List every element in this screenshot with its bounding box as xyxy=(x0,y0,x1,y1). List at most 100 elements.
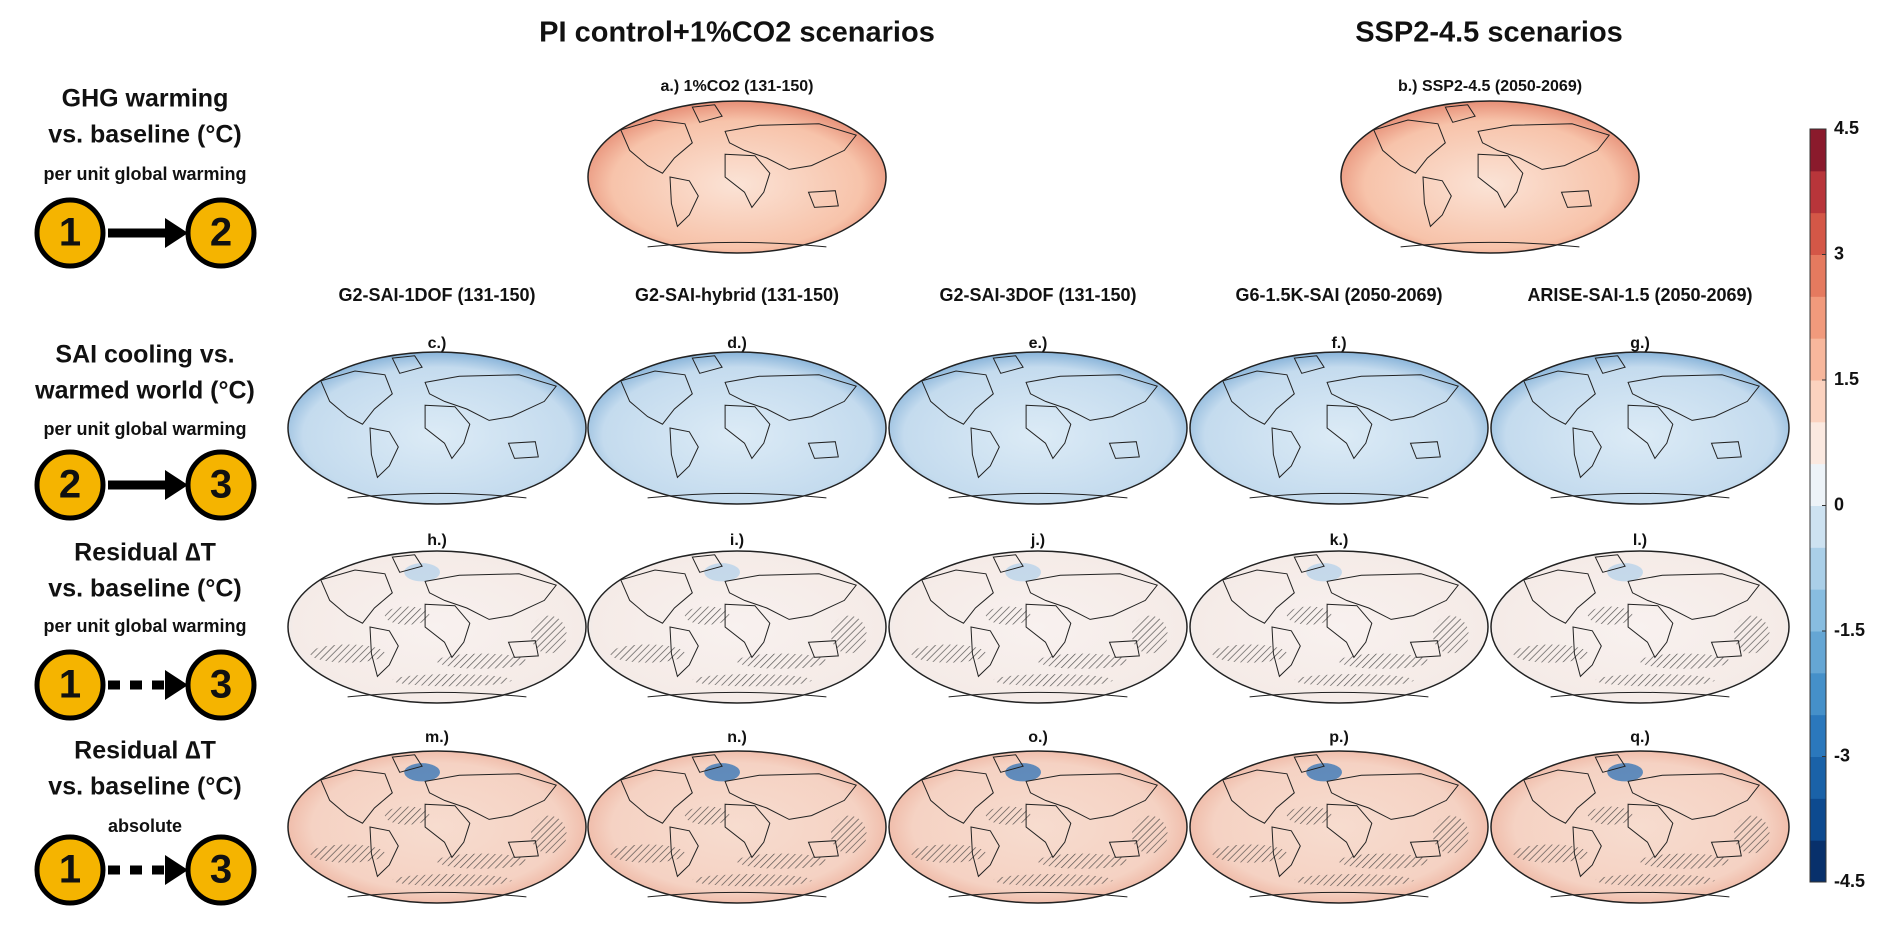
map xyxy=(1189,351,1489,505)
coastline xyxy=(1594,554,1626,573)
hatch xyxy=(737,853,827,869)
hatch xyxy=(384,806,430,825)
hatch xyxy=(1587,606,1633,625)
hatch xyxy=(684,806,730,825)
coastline xyxy=(1477,153,1524,209)
map xyxy=(1490,351,1790,505)
coastline xyxy=(1271,626,1301,678)
panel-label: h.) xyxy=(427,532,447,549)
coastline xyxy=(1444,104,1476,123)
coastline xyxy=(669,826,699,878)
hatch xyxy=(392,674,512,687)
step-circle xyxy=(185,834,257,906)
colorbar-step xyxy=(1810,296,1826,339)
coastline xyxy=(1326,374,1460,421)
map xyxy=(287,351,587,505)
panel-label: q.) xyxy=(1630,729,1650,746)
colorbar-tick-label: 3 xyxy=(1834,243,1844,263)
coastline xyxy=(620,769,693,824)
coastline xyxy=(807,190,839,208)
hatch xyxy=(1587,806,1633,825)
coastline xyxy=(970,427,1000,479)
hatch xyxy=(437,653,527,669)
hatch xyxy=(610,844,685,863)
colorbar-step xyxy=(1810,421,1826,465)
step-number: 1 xyxy=(59,848,81,892)
colorbar-step xyxy=(1810,798,1826,841)
panel-label: o.) xyxy=(1028,729,1048,746)
coastline xyxy=(1326,573,1460,620)
map-outline xyxy=(1490,750,1790,904)
coastline xyxy=(320,370,393,425)
coastline xyxy=(691,104,723,123)
coastline xyxy=(1422,176,1452,228)
coastline xyxy=(391,754,423,773)
coastline xyxy=(992,754,1024,773)
coastline xyxy=(807,640,839,658)
step-number: 1 xyxy=(59,211,81,255)
panel-label: g.) xyxy=(1630,335,1650,352)
map-outline xyxy=(287,550,587,704)
map-outline xyxy=(1189,750,1489,904)
colorbar-step xyxy=(1810,505,1826,548)
hatch xyxy=(1432,615,1469,654)
row-note: per unit global warming xyxy=(43,164,246,184)
coastline xyxy=(1477,123,1611,170)
colorbar-tick-label: 1.5 xyxy=(1834,369,1859,389)
hatch xyxy=(1212,844,1287,863)
step-circle xyxy=(185,649,257,721)
map xyxy=(287,550,587,704)
hatch xyxy=(1595,874,1715,887)
coastline xyxy=(724,153,771,209)
coastline xyxy=(1409,640,1441,658)
coastline xyxy=(320,569,393,624)
coastline xyxy=(1108,441,1140,459)
colorbar-step xyxy=(1810,463,1826,506)
hatch xyxy=(1294,874,1414,887)
map-field xyxy=(588,352,886,504)
hatch xyxy=(1339,653,1429,669)
coastline xyxy=(1627,573,1761,620)
row-title: Residual ∆T xyxy=(74,737,216,765)
hatch xyxy=(1513,644,1588,663)
hatch xyxy=(530,615,567,654)
coastline xyxy=(807,840,839,858)
hatch xyxy=(1038,853,1128,869)
colorbar-step xyxy=(1810,631,1826,674)
column-label: ARISE-SAI-1.5 (2050-2069) xyxy=(1527,285,1752,305)
coastline xyxy=(1627,374,1761,421)
row-title: vs. baseline (°C) xyxy=(48,773,241,801)
panel-label: e.) xyxy=(1029,335,1048,352)
arrow-head xyxy=(165,218,188,248)
step-number: 3 xyxy=(210,663,232,707)
coastline xyxy=(691,754,723,773)
coastline xyxy=(724,374,858,421)
hatch xyxy=(1131,615,1168,654)
colorbar-step xyxy=(1810,589,1826,632)
column-label: G2-SAI-hybrid (131-150) xyxy=(635,285,839,305)
north-anomaly xyxy=(704,763,740,782)
coastline xyxy=(1108,840,1140,858)
coastline xyxy=(1627,404,1674,460)
step-number: 2 xyxy=(210,211,232,255)
hatch xyxy=(1131,815,1168,854)
hatch xyxy=(1640,653,1730,669)
coastline xyxy=(1326,404,1373,460)
coastline xyxy=(1409,441,1441,459)
north-anomaly xyxy=(1306,763,1342,782)
hatch xyxy=(1733,615,1770,654)
coastline xyxy=(1293,355,1325,374)
coastline xyxy=(620,119,693,174)
colorbar-step xyxy=(1810,840,1826,883)
map-outline xyxy=(1189,550,1489,704)
map-outline xyxy=(888,351,1188,505)
coastline xyxy=(724,404,771,460)
colorbar-tick-label: -1.5 xyxy=(1834,620,1865,640)
step-circle xyxy=(185,449,257,521)
hatch xyxy=(310,844,385,863)
map-field xyxy=(889,352,1187,504)
map xyxy=(1189,750,1489,904)
coastline xyxy=(1271,826,1301,878)
panel-label: i.) xyxy=(730,532,744,549)
row-title: vs. baseline (°C) xyxy=(48,575,241,603)
